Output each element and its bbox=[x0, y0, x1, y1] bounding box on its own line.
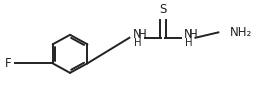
Text: H: H bbox=[134, 38, 141, 48]
Text: N: N bbox=[184, 28, 193, 41]
Text: S: S bbox=[159, 3, 167, 16]
Text: N: N bbox=[133, 28, 142, 41]
Text: NH₂: NH₂ bbox=[230, 26, 252, 39]
Text: H: H bbox=[185, 38, 192, 48]
Text: H: H bbox=[138, 28, 147, 41]
Text: F: F bbox=[5, 57, 11, 70]
Text: H: H bbox=[189, 28, 198, 41]
